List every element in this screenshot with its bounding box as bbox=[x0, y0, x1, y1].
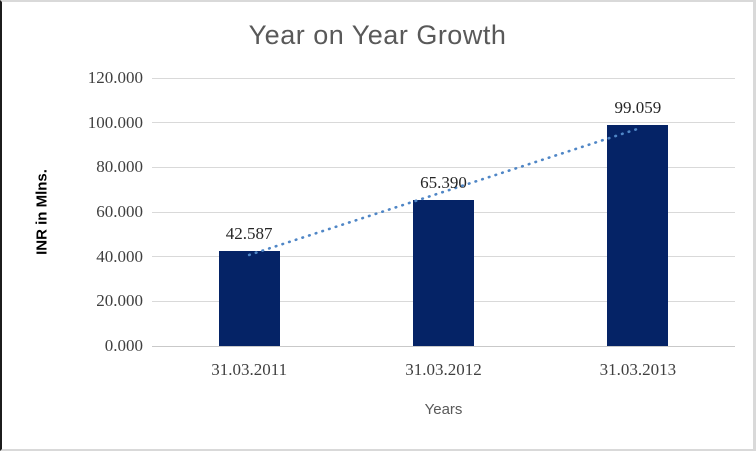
y-tick-label: 40.000 bbox=[96, 246, 143, 266]
bar bbox=[218, 250, 280, 346]
data-label: 99.059 bbox=[614, 97, 662, 117]
x-tick-label: 31.03.2011 bbox=[211, 360, 288, 379]
bar bbox=[413, 199, 474, 346]
y-tick-label: 80.000 bbox=[96, 157, 143, 177]
x-tick-label: 31.03.2013 bbox=[599, 360, 677, 379]
gridline bbox=[152, 77, 735, 79]
x-axis-title: Years bbox=[424, 401, 463, 418]
y-tick-label: 0.000 bbox=[104, 336, 143, 355]
data-label: 42.587 bbox=[225, 223, 273, 243]
y-tick-label: 20.000 bbox=[96, 291, 143, 311]
y-tick-label: 60.000 bbox=[96, 202, 143, 221]
chart-title: Year on Year Growth bbox=[248, 20, 507, 50]
data-label: 65.390 bbox=[420, 172, 467, 192]
y-tick-label: 120.000 bbox=[87, 68, 143, 87]
y-tick-label: 100.000 bbox=[87, 112, 143, 132]
gridline bbox=[152, 122, 735, 124]
plot-area: 42.587 65.390 99.059 bbox=[152, 77, 735, 347]
x-axis-line bbox=[152, 345, 735, 347]
x-tick-label: 31.03.2012 bbox=[405, 360, 482, 379]
bar bbox=[607, 124, 669, 346]
